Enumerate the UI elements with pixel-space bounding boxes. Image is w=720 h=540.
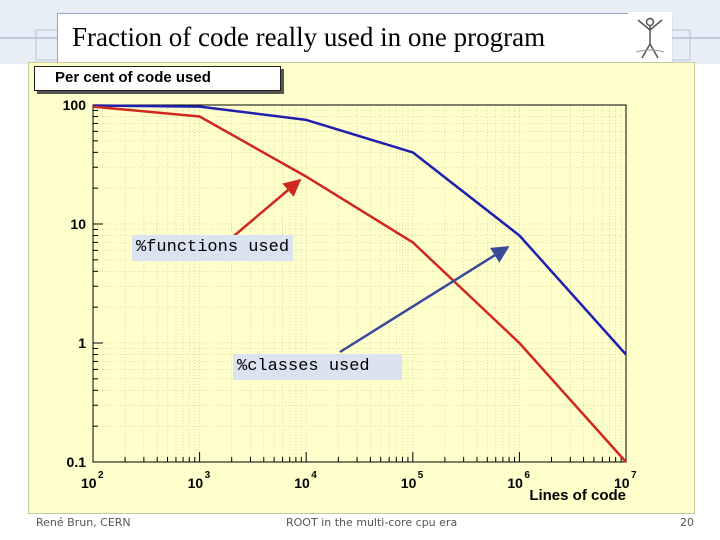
series-lines [92,104,627,463]
x-tick-exponent: 5 [418,470,424,481]
grid [92,105,626,463]
x-tick-label: 10 [507,475,523,491]
x-tick-label: 10 [614,475,630,491]
stick-figure-logo-icon [628,12,672,62]
x-tick-exponent: 2 [98,470,104,481]
chart-title: Per cent of code used [55,69,211,86]
x-tick-label: 10 [401,475,417,491]
slide-title: Fraction of code really used in one prog… [72,22,546,52]
series-line-classes [92,104,627,356]
x-tick-exponent: 7 [631,470,637,481]
annotation-classes: %classes used [233,354,402,380]
footer-talk-title: ROOT in the multi-core cpu era [286,516,458,529]
series-line-functions [92,105,627,463]
y-tick-label: 1 [78,335,86,351]
annotation-functions: %functions used [132,235,294,261]
x-tick-exponent: 3 [205,470,211,481]
arrow-classes [339,245,510,354]
x-tick-label: 10 [294,475,310,491]
chart-title-box: Per cent of code used [34,66,281,91]
x-axis-title: Lines of code [529,487,626,504]
x-tick-label: 10 [81,475,97,491]
y-tick-label: 10 [70,216,86,232]
slide-title-box: Fraction of code really used in one prog… [57,13,669,63]
y-tick-label: 0.1 [67,454,87,470]
x-tick-exponent: 6 [524,470,530,481]
y-tick-label: 100 [63,97,87,113]
page-number: 20 [680,516,694,529]
x-tick-label: 10 [188,475,204,491]
footer-author: René Brun, CERN [36,516,131,529]
plot-frame [92,104,627,463]
axis-ticks [92,104,627,463]
x-tick-exponent: 4 [311,470,317,481]
